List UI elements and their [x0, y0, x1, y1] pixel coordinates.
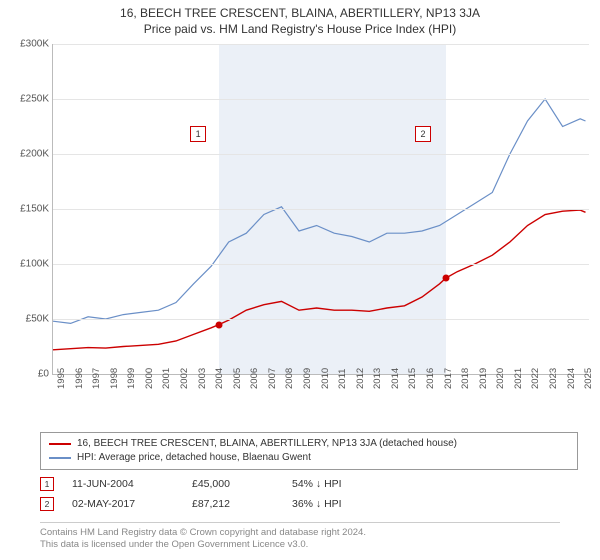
chart-title: 16, BEECH TREE CRESCENT, BLAINA, ABERTIL…: [0, 6, 600, 20]
footnote: Contains HM Land Registry data © Crown c…: [40, 522, 560, 552]
x-axis-label: 2017: [443, 368, 454, 389]
series-line: [53, 99, 586, 323]
x-axis-label: 2025: [583, 368, 594, 389]
sale-row: 1 11-JUN-2004£45,00054% ↓ HPI: [40, 474, 560, 494]
plot-area: £0£50K£100K£150K£200K£250K£300K199519961…: [52, 44, 589, 375]
x-axis-label: 2001: [161, 368, 172, 389]
legend-swatch: [49, 457, 71, 459]
x-axis-label: 2016: [425, 368, 436, 389]
x-axis-label: 2000: [144, 368, 155, 389]
x-axis-label: 2018: [460, 368, 471, 389]
sale-row-marker: 2: [40, 497, 54, 511]
sale-hpi-diff: 36% ↓ HPI: [292, 498, 412, 510]
x-axis-label: 2014: [390, 368, 401, 389]
sale-date: 02-MAY-2017: [72, 498, 192, 510]
x-axis-label: 2013: [372, 368, 383, 389]
x-axis-label: 2009: [302, 368, 313, 389]
series-line: [53, 210, 586, 350]
x-axis-label: 2023: [548, 368, 559, 389]
sale-marker: 2: [415, 126, 431, 142]
x-axis-label: 2015: [407, 368, 418, 389]
y-axis-label: £100K: [9, 259, 49, 270]
x-axis-label: 2019: [478, 368, 489, 389]
x-axis-label: 2022: [530, 368, 541, 389]
sale-date: 11-JUN-2004: [72, 478, 192, 490]
x-axis-label: 2021: [513, 368, 524, 389]
legend-swatch: [49, 443, 71, 445]
x-axis-label: 2003: [197, 368, 208, 389]
x-axis-label: 2007: [267, 368, 278, 389]
x-axis-label: 2004: [214, 368, 225, 389]
x-axis-label: 1996: [74, 368, 85, 389]
y-axis-label: £250K: [9, 94, 49, 105]
legend-item: HPI: Average price, detached house, Blae…: [49, 451, 569, 465]
chart-area: £0£50K£100K£150K£200K£250K£300K199519961…: [8, 44, 592, 402]
sale-row: 2 02-MAY-2017£87,21236% ↓ HPI: [40, 494, 560, 514]
sale-price: £87,212: [192, 498, 292, 510]
y-axis-label: £150K: [9, 204, 49, 215]
legend: 16, BEECH TREE CRESCENT, BLAINA, ABERTIL…: [40, 432, 578, 470]
sale-row-marker: 1: [40, 477, 54, 491]
y-axis-label: £50K: [9, 314, 49, 325]
x-axis-label: 1995: [56, 368, 67, 389]
x-axis-label: 2006: [249, 368, 260, 389]
y-axis-label: £200K: [9, 149, 49, 160]
legend-label: 16, BEECH TREE CRESCENT, BLAINA, ABERTIL…: [77, 437, 457, 451]
x-axis-label: 2024: [566, 368, 577, 389]
sale-point: [442, 275, 449, 282]
x-axis-label: 2008: [284, 368, 295, 389]
footnote-line: This data is licensed under the Open Gov…: [40, 539, 560, 551]
y-axis-label: £300K: [9, 39, 49, 50]
x-axis-label: 2012: [355, 368, 366, 389]
x-axis-label: 2011: [337, 369, 348, 389]
x-axis-label: 1998: [109, 368, 120, 389]
chart-subtitle: Price paid vs. HM Land Registry's House …: [0, 22, 600, 36]
sale-point: [216, 321, 223, 328]
footnote-line: Contains HM Land Registry data © Crown c…: [40, 527, 560, 539]
x-axis-label: 1997: [91, 368, 102, 389]
x-axis-label: 1999: [126, 368, 137, 389]
sale-hpi-diff: 54% ↓ HPI: [292, 478, 412, 490]
sale-marker: 1: [190, 126, 206, 142]
legend-item: 16, BEECH TREE CRESCENT, BLAINA, ABERTIL…: [49, 437, 569, 451]
y-axis-label: £0: [9, 369, 49, 380]
x-axis-label: 2005: [232, 368, 243, 389]
x-axis-label: 2020: [495, 368, 506, 389]
sale-price: £45,000: [192, 478, 292, 490]
x-axis-label: 2010: [320, 368, 331, 389]
legend-label: HPI: Average price, detached house, Blae…: [77, 451, 311, 465]
sales-table: 1 11-JUN-2004£45,00054% ↓ HPI 2 02-MAY-2017…: [40, 474, 560, 514]
x-axis-label: 2002: [179, 368, 190, 389]
